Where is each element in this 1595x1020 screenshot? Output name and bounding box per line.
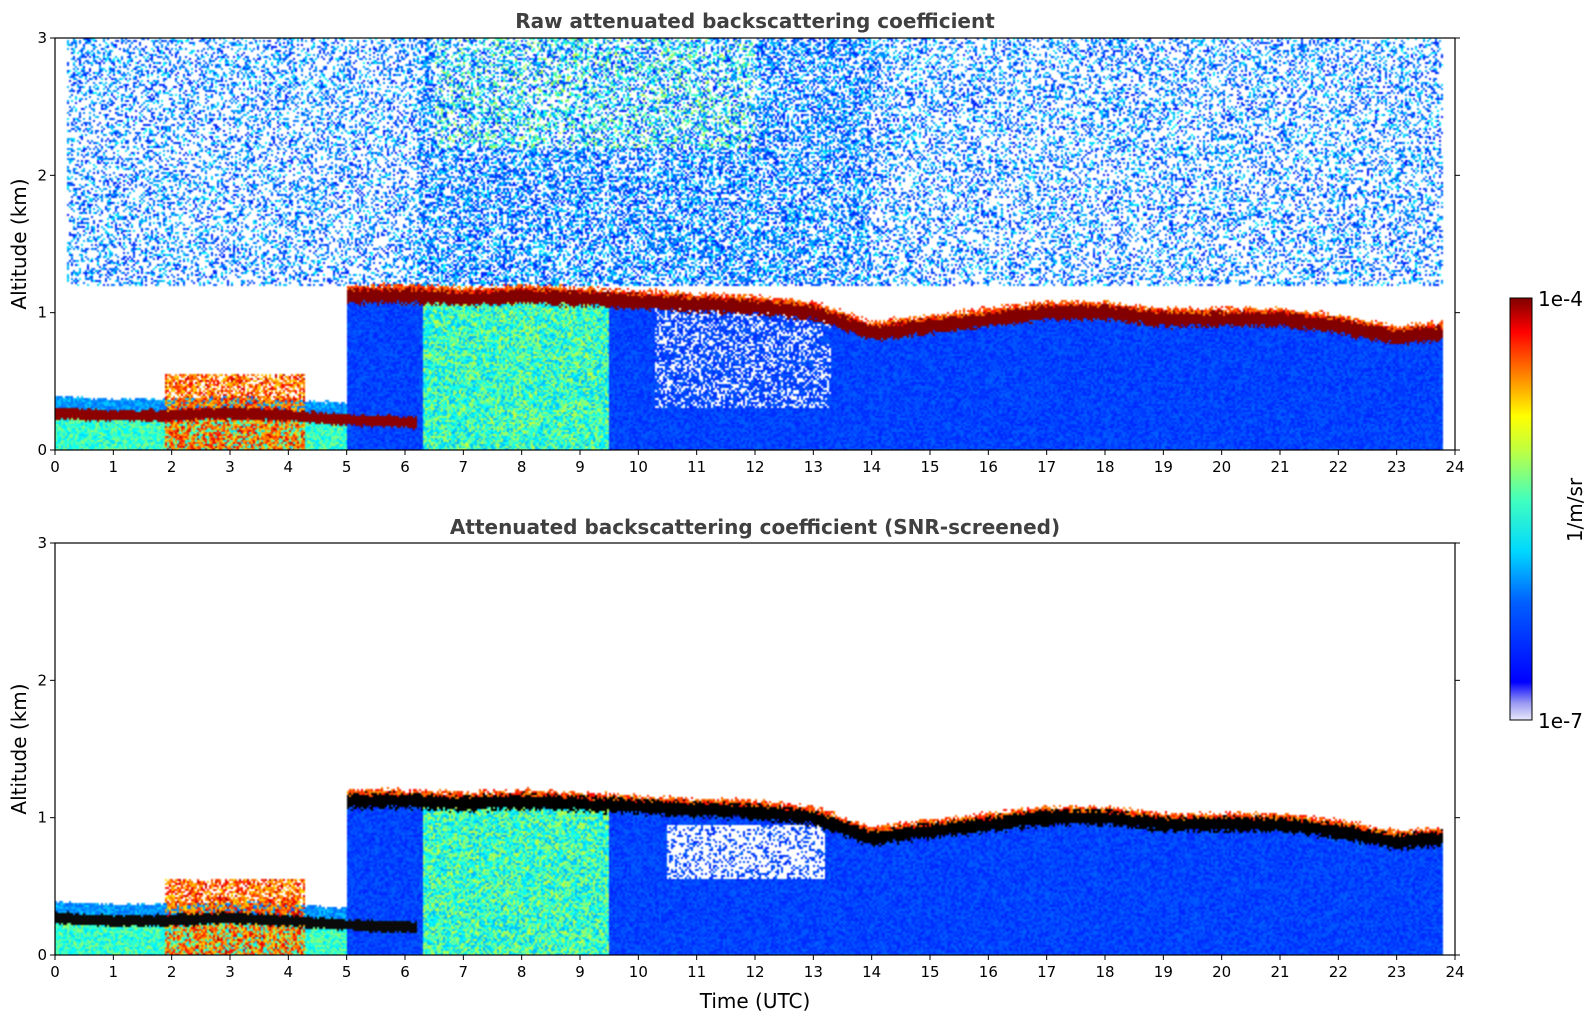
top-panel: Raw attenuated backscattering coefficien…	[7, 9, 1465, 476]
colorbar-gradient	[1509, 297, 1533, 721]
x-tick-label: 10	[629, 458, 648, 476]
colorbar-min-label: 1e-7	[1538, 709, 1583, 733]
bottom-heatmap-image	[55, 543, 1455, 955]
x-tick-label: 13	[804, 458, 823, 476]
x-tick-label: 0	[50, 458, 60, 476]
x-tick-label: 3	[225, 458, 235, 476]
y-tick-label: 3	[37, 534, 47, 552]
x-tick-label: 24	[1445, 458, 1464, 476]
x-tick-label: 0	[50, 963, 60, 981]
bottom-x-ticks: 0 1 2 3 4 5 6 7 8 9 10 11 12 13 14 15 16 17 18 19 20 21 22 23 24	[50, 955, 1465, 981]
x-tick-label: 2	[167, 458, 177, 476]
x-tick-label: 7	[459, 963, 469, 981]
x-tick-label: 1	[109, 458, 119, 476]
x-tick-label: 20	[1212, 458, 1231, 476]
heatmap-raster	[55, 38, 1455, 450]
top-y-axis-label: Altitude (km)	[7, 178, 31, 309]
x-tick-label: 19	[1154, 458, 1173, 476]
x-tick-label: 1	[109, 963, 119, 981]
x-tick-label: 6	[400, 458, 410, 476]
x-tick-label: 10	[629, 963, 648, 981]
bottom-panel-title: Attenuated backscattering coefficient (S…	[450, 515, 1060, 539]
x-tick-label: 8	[517, 963, 527, 981]
colorbar-max-label: 1e-4	[1538, 287, 1583, 311]
y-tick-label: 0	[37, 441, 47, 459]
x-tick-label: 11	[687, 963, 706, 981]
x-tick-label: 24	[1445, 963, 1464, 981]
x-tick-label: 15	[920, 963, 939, 981]
x-tick-label: 14	[862, 458, 881, 476]
y-tick-label: 2	[37, 166, 47, 184]
y-tick-label: 3	[37, 29, 47, 47]
top-heatmap-image	[55, 38, 1455, 450]
x-tick-label: 7	[459, 458, 469, 476]
x-tick-label: 22	[1329, 458, 1348, 476]
x-tick-label: 13	[804, 963, 823, 981]
bottom-panel: Attenuated backscattering coefficient (S…	[7, 515, 1465, 1013]
y-tick-label: 0	[37, 946, 47, 964]
x-tick-label: 22	[1329, 963, 1348, 981]
x-tick-label: 17	[1037, 458, 1056, 476]
colorbar: 1e-4 1e-7 1/m/sr	[1509, 287, 1587, 733]
y-tick-label: 1	[37, 304, 47, 322]
x-tick-label: 18	[1095, 458, 1114, 476]
x-tick-label: 16	[979, 963, 998, 981]
x-tick-label: 9	[575, 458, 585, 476]
x-tick-label: 11	[687, 458, 706, 476]
colorbar-unit-label: 1/m/sr	[1563, 477, 1587, 542]
x-tick-label: 23	[1387, 963, 1406, 981]
top-y-ticks: 0 1 2 3	[37, 29, 1460, 459]
x-tick-label: 5	[342, 963, 352, 981]
top-x-ticks: 0 1 2 3 4 5 6 7 8 9 10 11 12 13 14 15 16 17 18 19 20 21 22 23 24	[50, 450, 1465, 476]
y-tick-label: 1	[37, 809, 47, 827]
x-tick-label: 9	[575, 963, 585, 981]
x-tick-label: 20	[1212, 963, 1231, 981]
x-tick-label: 17	[1037, 963, 1056, 981]
x-tick-label: 15	[920, 458, 939, 476]
x-tick-label: 4	[284, 963, 294, 981]
x-axis-label: Time (UTC)	[699, 989, 811, 1013]
heatmap-raster	[55, 543, 1455, 955]
x-tick-label: 21	[1270, 963, 1289, 981]
bottom-y-ticks: 0 1 2 3	[37, 534, 1460, 964]
top-panel-title: Raw attenuated backscattering coefficien…	[515, 9, 995, 33]
x-tick-label: 16	[979, 458, 998, 476]
x-tick-label: 21	[1270, 458, 1289, 476]
x-tick-label: 12	[745, 963, 764, 981]
x-tick-label: 18	[1095, 963, 1114, 981]
x-tick-label: 3	[225, 963, 235, 981]
x-tick-label: 23	[1387, 458, 1406, 476]
bottom-y-axis-label: Altitude (km)	[7, 683, 31, 814]
y-tick-label: 2	[37, 671, 47, 689]
x-tick-label: 8	[517, 458, 527, 476]
x-tick-label: 12	[745, 458, 764, 476]
x-tick-label: 2	[167, 963, 177, 981]
x-tick-label: 6	[400, 963, 410, 981]
x-tick-label: 19	[1154, 963, 1173, 981]
x-tick-label: 5	[342, 458, 352, 476]
x-tick-label: 4	[284, 458, 294, 476]
x-tick-label: 14	[862, 963, 881, 981]
